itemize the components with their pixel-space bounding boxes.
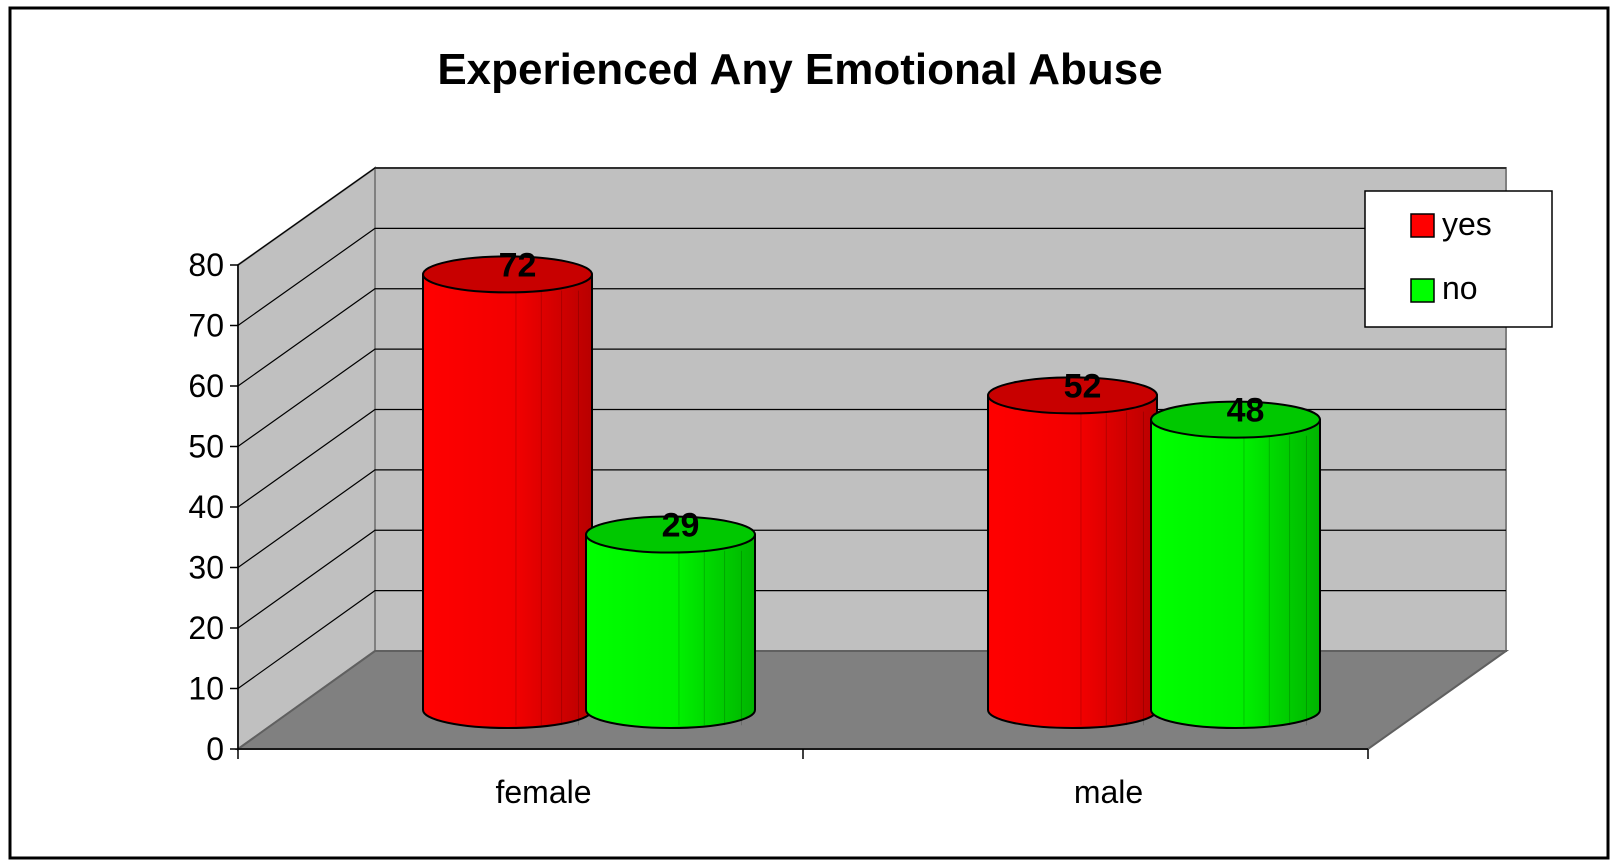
gridline xyxy=(237,288,1506,387)
data-label-no-female: 29 xyxy=(662,507,700,545)
bar-yes-female xyxy=(422,255,593,729)
data-labels: 72 29 52 48 xyxy=(499,246,1265,544)
y-tick-label: 50 xyxy=(188,429,224,465)
y-tick-label: 40 xyxy=(188,489,224,525)
chart-title: Experienced Any Emotional Abuse xyxy=(437,45,1162,94)
legend-label-no: no xyxy=(1442,270,1478,306)
x-tick-label: female xyxy=(495,774,591,810)
legend-label-yes: yes xyxy=(1442,206,1492,242)
y-tick-label: 20 xyxy=(188,610,224,646)
bar-no-female xyxy=(585,515,756,729)
gridline xyxy=(237,167,1506,266)
y-tick-label: 80 xyxy=(188,247,224,283)
x-tick-label: male xyxy=(1074,774,1143,810)
bar-no-male xyxy=(1150,400,1321,729)
y-tick-label: 0 xyxy=(206,731,224,767)
bar-yes-male xyxy=(987,376,1158,729)
legend-swatch-no xyxy=(1410,278,1435,303)
data-label-yes-female: 72 xyxy=(499,246,537,284)
data-label-yes-male: 52 xyxy=(1064,367,1102,405)
gridline xyxy=(237,227,1506,326)
x-axis: female male xyxy=(237,748,1369,810)
y-tick-label: 70 xyxy=(188,308,224,344)
y-axis: 0 10 20 30 40 50 60 70 80 xyxy=(188,247,239,767)
legend: yes no xyxy=(1364,190,1553,328)
data-label-no-male: 48 xyxy=(1227,392,1265,430)
legend-box xyxy=(1364,190,1553,328)
y-tick-label: 10 xyxy=(188,671,224,707)
legend-swatch-yes xyxy=(1410,213,1435,238)
bars xyxy=(422,255,1321,729)
gridline xyxy=(237,348,1506,447)
y-tick-label: 30 xyxy=(188,550,224,586)
y-tick-label: 60 xyxy=(188,368,224,404)
